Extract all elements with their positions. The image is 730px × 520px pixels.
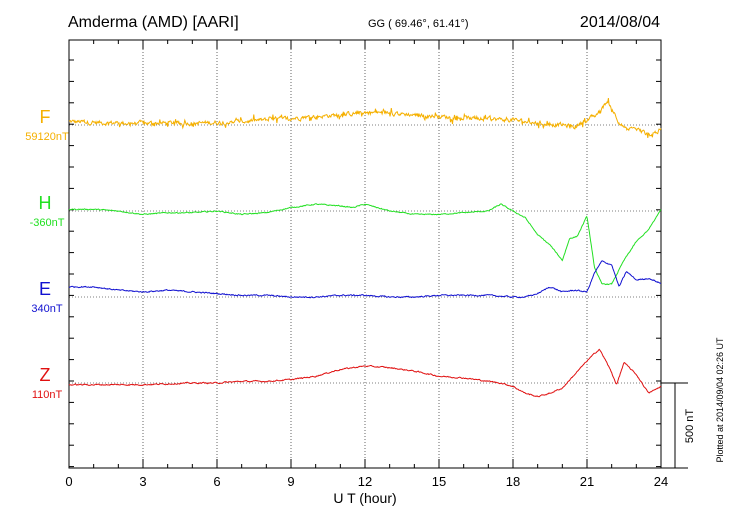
station-title: Amderma (AMD) [AARI]	[68, 14, 239, 31]
series-baseline-z: 110nT	[32, 389, 63, 401]
series-name-z: Z	[40, 365, 51, 385]
series-line-e	[68, 260, 662, 299]
x-tick-label: 24	[654, 474, 668, 489]
series-line-h	[68, 203, 662, 286]
x-tick-label: 21	[580, 474, 594, 489]
series-line-f	[68, 98, 662, 138]
x-tick-label: 18	[506, 474, 520, 489]
plot-grid	[69, 40, 661, 468]
scale-bar: 500 nT	[661, 382, 696, 469]
series-baseline-e: 340nT	[31, 303, 62, 315]
axis-ticks: 0 3 6 9 12 15 18 21 24	[65, 40, 668, 489]
date-label: 2014/08/04	[580, 14, 660, 31]
plotted-timestamp: Plotted at 2014/09/04 02:26 UT	[715, 337, 725, 463]
series-name-e: E	[39, 279, 51, 299]
x-tick-label: 0	[65, 474, 72, 489]
series-baseline-h: -360nT	[30, 217, 65, 229]
x-tick-label: 6	[213, 474, 220, 489]
series-name-h: H	[39, 193, 52, 213]
series-line-z	[68, 348, 662, 398]
x-tick-label: 12	[358, 474, 372, 489]
x-tick-label: 9	[287, 474, 294, 489]
x-tick-label: 15	[432, 474, 446, 489]
series-labels: F 59120nT H -360nT E 340nT Z 110nT	[25, 107, 69, 401]
coordinates-label: GG ( 69.46°, 61.41°)	[368, 18, 469, 30]
series-group	[68, 98, 662, 398]
series-name-f: F	[40, 107, 51, 127]
x-axis-label: U T (hour)	[333, 490, 396, 506]
scale-bar-label: 500 nT	[684, 409, 696, 444]
x-tick-label: 3	[139, 474, 146, 489]
series-baseline-f: 59120nT	[25, 131, 69, 143]
